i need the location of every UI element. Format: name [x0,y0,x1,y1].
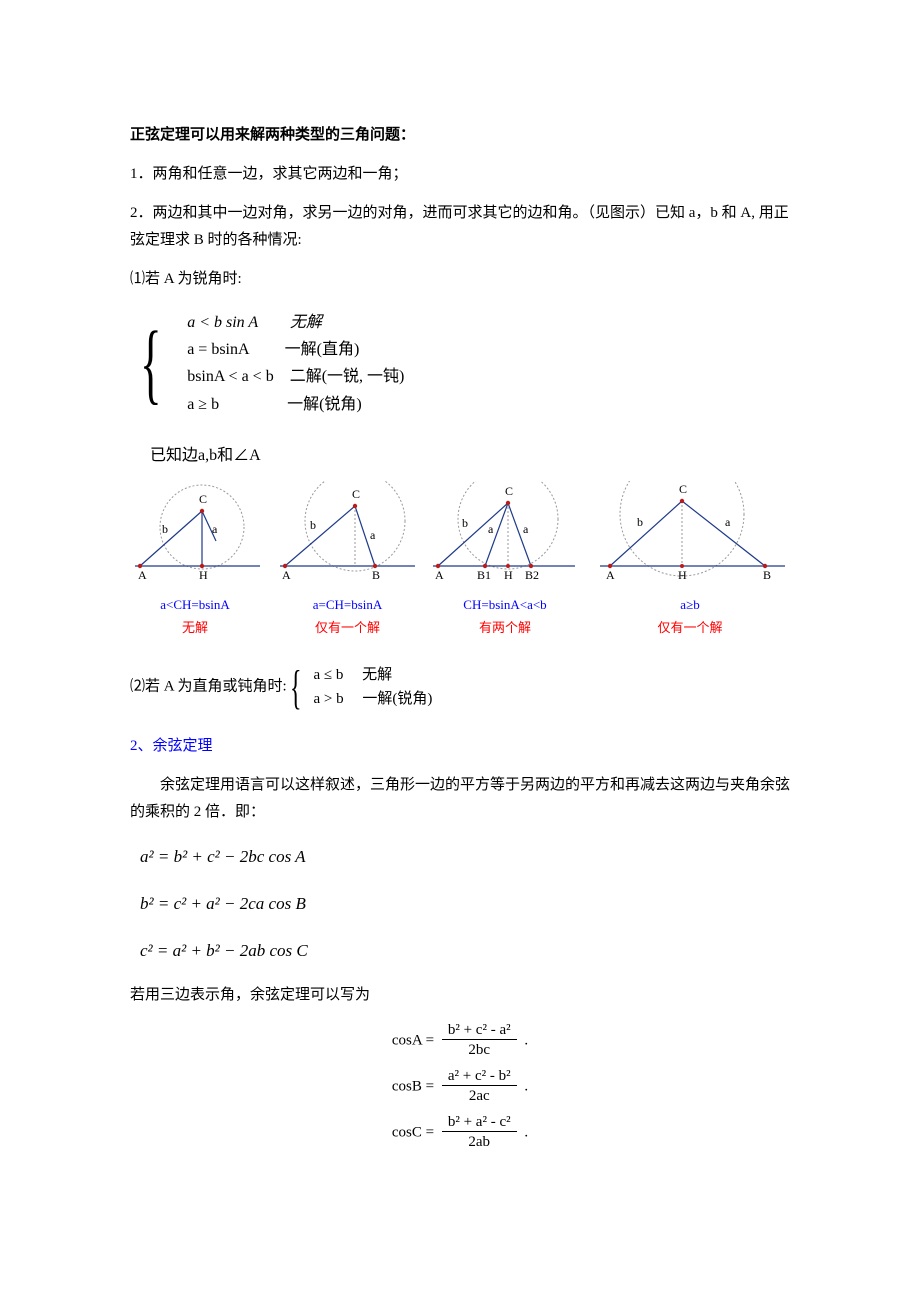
left-brace-icon: { [140,332,162,395]
case1-label: ⑴若 A 为锐角时: [130,266,790,293]
svg-text:C: C [199,492,207,506]
cosA-den: 2bc [442,1040,517,1061]
svg-text:B1: B1 [477,568,491,582]
fig4-cap1: a≥b [585,593,795,616]
left-brace-icon: { [290,671,302,705]
brace1-r4: a ≥ b 一解(锐角) [187,391,404,418]
brace-case1: { a < b sin A 无解 a = bsinA 一解(直角) bsinA … [140,309,790,418]
brace1-r2: a = bsinA 一解(直角) [187,336,404,363]
figure-header: 已知边a,b和∠A [150,442,790,471]
figure-row: A C H b a a<CH=bsinA 无解 A C B [120,481,790,640]
cosC-den: 2ab [442,1132,517,1153]
cosA-num: b² + c² - a² [442,1021,517,1040]
section2-title: 2、余弦定理 [130,733,790,760]
brace1-r3: bsinA < a < b 二解(一锐, 一钝) [187,363,404,390]
period: . [524,1033,528,1049]
fig1-cap2: 无解 [120,616,270,639]
point-1: 1．两角和任意一边，求其它两边和一角； [130,161,790,188]
cos-frac-C: cosC = b² + a² - c² 2ab . [130,1113,790,1153]
point-2: 2．两边和其中一边对角，求另一边的对角，进而可求其它的边和角。（见图示）已知 a… [130,200,790,254]
svg-text:a: a [725,515,731,529]
svg-text:a: a [488,522,494,536]
cos-alt-label: 若用三边表示角，余弦定理可以写为 [130,982,790,1009]
svg-text:B2: B2 [525,568,539,582]
svg-text:B: B [372,568,380,582]
figure-1-svg: A C H b a [120,481,270,591]
figure-3-svg: A C B1 H B2 b a a [425,481,585,591]
cos-desc: 余弦定理用语言可以这样叙述，三角形一边的平方等于另两边的平方和再减去这两边与夹角… [130,772,790,826]
fig3-cap1: CH=bsinA<a<b [425,593,585,616]
page-title: 正弦定理可以用来解两种类型的三角问题： [130,122,790,149]
svg-text:A: A [282,568,291,582]
brace-case2: { a ≤ b 无解 a > b 一解(锐角) [290,663,432,711]
case2-row: ⑵若 A 为直角或钝角时: { a ≤ b 无解 a > b 一解(锐角) [130,663,790,711]
fig4-cap2: 仅有一个解 [585,616,795,639]
svg-text:b: b [637,515,643,529]
figure-4-svg: A C H B b a [585,481,795,591]
brace2-r1: a ≤ b 无解 [313,663,432,687]
svg-text:C: C [505,484,513,498]
cosB-num: a² + c² - b² [442,1067,517,1086]
cos-eq2: b² = c² + a² − 2ca cos B [140,889,790,920]
period: . [524,1125,528,1141]
cosB-den: 2ac [442,1086,517,1107]
svg-text:B: B [763,568,771,582]
brace1-r1: a < b sin A 无解 [187,309,404,336]
svg-text:H: H [504,568,513,582]
fig2-cap1: a=CH=bsinA [270,593,425,616]
figure-3: A C B1 H B2 b a a CH=bsinA<a<b 有两个解 [425,481,585,640]
fig1-cap1: a<CH=bsinA [120,593,270,616]
figure-2: A C B b a a=CH=bsinA 仅有一个解 [270,481,425,640]
svg-text:A: A [138,568,147,582]
fig2-cap2: 仅有一个解 [270,616,425,639]
svg-text:H: H [678,568,687,582]
cosC-num: b² + a² - c² [442,1113,517,1132]
cosA-lhs: cosA = [392,1033,434,1049]
brace1-lines: a < b sin A 无解 a = bsinA 一解(直角) bsinA < … [187,309,404,418]
svg-text:A: A [435,568,444,582]
svg-text:A: A [606,568,615,582]
document-page: 正弦定理可以用来解两种类型的三角问题： 1．两角和任意一边，求其它两边和一角； … [0,0,920,1219]
brace2-r2: a > b 一解(锐角) [313,687,432,711]
figure-1: A C H b a a<CH=bsinA 无解 [120,481,270,640]
cos-eq1: a² = b² + c² − 2bc cos A [140,842,790,873]
svg-text:a: a [370,528,376,542]
case2-label: ⑵若 A 为直角或钝角时: [130,679,287,695]
svg-text:H: H [199,568,208,582]
cos-eq3: c² = a² + b² − 2ab cos C [140,936,790,967]
svg-text:C: C [352,487,360,501]
svg-text:b: b [310,518,316,532]
svg-text:a: a [212,522,218,536]
cosB-lhs: cosB = [392,1079,434,1095]
cosC-lhs: cosC = [392,1125,434,1141]
svg-text:a: a [523,522,529,536]
period: . [524,1079,528,1095]
svg-text:b: b [462,516,468,530]
figure-2-svg: A C B b a [270,481,425,591]
fig3-cap2: 有两个解 [425,616,585,639]
figure-4: A C H B b a a≥b 仅有一个解 [585,481,795,640]
cos-frac-A: cosA = b² + c² - a² 2bc . [130,1021,790,1061]
cos-frac-B: cosB = a² + c² - b² 2ac . [130,1067,790,1107]
svg-text:C: C [679,482,687,496]
svg-text:b: b [162,522,168,536]
